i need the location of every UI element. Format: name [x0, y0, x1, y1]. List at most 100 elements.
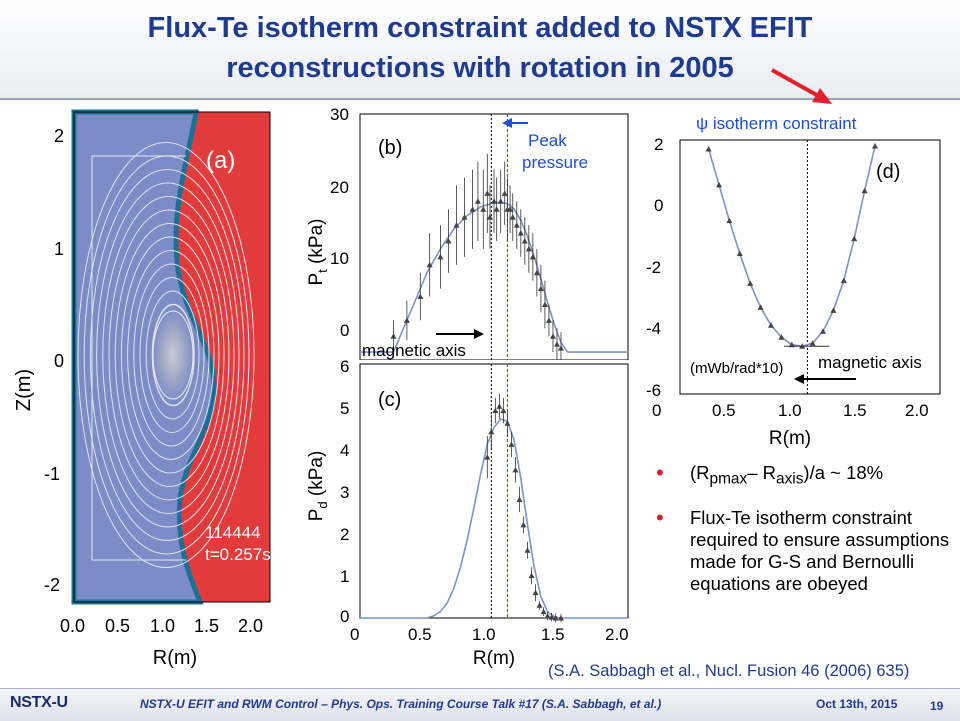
data-point	[872, 142, 878, 149]
panel-b-total-pressure: (b) Peak pressure magnetic axis 30 20 10…	[306, 105, 629, 360]
magnetic-axis-label-d: magnetic axis	[818, 353, 922, 372]
page-number: 19	[930, 699, 944, 713]
panel-c-label: (c)	[378, 389, 401, 411]
panel-d-title: ψ isotherm constraint	[696, 114, 857, 133]
data-point	[747, 280, 754, 286]
pressure-label: pressure	[522, 153, 588, 172]
xtick: 1.0	[150, 616, 175, 636]
peak-arrow	[502, 118, 528, 128]
data-point	[445, 237, 452, 244]
ytick: 0	[340, 607, 349, 626]
plot-c	[360, 364, 628, 623]
data-point	[492, 407, 499, 414]
panel-b-label: (b)	[378, 137, 402, 159]
fit-line	[360, 418, 628, 619]
data-point	[504, 420, 511, 426]
xtick: 1.5	[843, 401, 867, 420]
ytick: 30	[330, 105, 349, 124]
xtick: 1.5	[541, 625, 565, 644]
data-point	[768, 322, 774, 328]
ytick: 1	[54, 239, 64, 259]
ytick: 5	[340, 399, 349, 418]
data-point	[513, 222, 520, 228]
xtick: 1.0	[472, 625, 496, 644]
xlabel-d: R(m)	[769, 428, 811, 449]
panel-d-label: (d)	[876, 161, 900, 183]
bullet-icon: •	[656, 460, 664, 485]
flux-contour	[96, 182, 240, 528]
xtick: 0.5	[105, 616, 130, 636]
plot-b	[360, 114, 628, 360]
ytick: -4	[646, 319, 661, 338]
x-ticks-c: 0 0.5 1.0 1.5 2.0	[350, 625, 629, 644]
ytick: 2	[54, 126, 64, 146]
data-point	[726, 217, 733, 224]
ytick: -2	[44, 575, 60, 595]
data-point	[525, 245, 532, 252]
flux-contour	[151, 303, 195, 407]
data-point	[548, 614, 555, 620]
panel-d-isotherm: ψ isotherm constraint (d) (mWb/rad*10) m…	[646, 114, 941, 449]
data-point	[778, 334, 785, 340]
data-point	[469, 206, 476, 212]
xlabel-a: R(m)	[153, 647, 197, 669]
data-point	[532, 589, 539, 596]
data-point	[491, 198, 497, 204]
xtick: 2.0	[905, 401, 929, 420]
data-point	[528, 572, 535, 579]
ytick: -6	[646, 381, 661, 400]
xtick: 0	[350, 625, 359, 644]
data-point	[488, 428, 495, 435]
data-point	[486, 214, 493, 220]
flux-contour	[127, 250, 215, 460]
flux-contour	[120, 236, 220, 474]
data-point	[480, 206, 487, 212]
data-point	[820, 328, 826, 334]
magnetic-axis-arrow-d	[794, 374, 856, 384]
plot-frame-d	[679, 139, 941, 395]
data-point	[537, 285, 544, 292]
data-point	[716, 181, 722, 188]
bullet-text: (Rpmax– Raxis)/a ~ 18%	[690, 462, 884, 488]
data-point	[558, 615, 564, 621]
shot-number: 114444	[205, 523, 260, 542]
data-point	[544, 612, 551, 619]
data-point	[497, 198, 504, 204]
data-point	[507, 206, 514, 212]
footer-text: NSTX-U EFIT and RWM Control – Phys. Ops.…	[140, 697, 662, 711]
flux-contour	[133, 263, 210, 447]
slide-title: Flux-Te isotherm constraint added to NST…	[147, 12, 813, 84]
magnetic-axis-label-b: magnetic axis	[362, 341, 466, 360]
flux-contour	[102, 196, 235, 514]
xtick: 0.5	[408, 625, 432, 644]
data-point	[757, 304, 764, 310]
data-point	[484, 454, 491, 460]
flux-contour	[89, 169, 245, 541]
ytick: 20	[330, 178, 349, 197]
flux-contour	[108, 209, 230, 501]
xlabel-c: R(m)	[473, 648, 515, 668]
data-point	[417, 293, 424, 300]
data-point	[474, 198, 481, 204]
x-ticks-a: 0.0 0.5 1.0 1.5 2.0	[60, 616, 263, 636]
panel-a-equilibrium: (a) 114444 t=0.257s 2 1 0 -1 -2 Z(m) 0.0…	[13, 109, 271, 669]
data-point	[840, 277, 847, 283]
data-point	[736, 250, 743, 257]
xtick: 0.5	[712, 401, 736, 420]
ytick: 0	[54, 351, 64, 371]
y-ticks-a: 2 1 0 -1 -2	[44, 126, 64, 595]
panel-a-label: (a)	[206, 147, 235, 174]
plot-d	[705, 140, 878, 394]
bullet-text: Flux-Te isotherm constraint required to …	[690, 506, 950, 594]
nstx-u-logo: NSTX-U	[10, 694, 68, 711]
data-point	[558, 345, 564, 351]
xtick: 2.0	[238, 616, 263, 636]
data-point	[390, 333, 397, 339]
ytick: 2	[340, 525, 349, 544]
vessel-outline	[91, 155, 186, 561]
data-point	[426, 261, 433, 268]
xtick: 0.0	[60, 616, 85, 636]
data-point	[517, 230, 524, 236]
ytick: 6	[340, 357, 349, 376]
data-point	[545, 317, 552, 323]
